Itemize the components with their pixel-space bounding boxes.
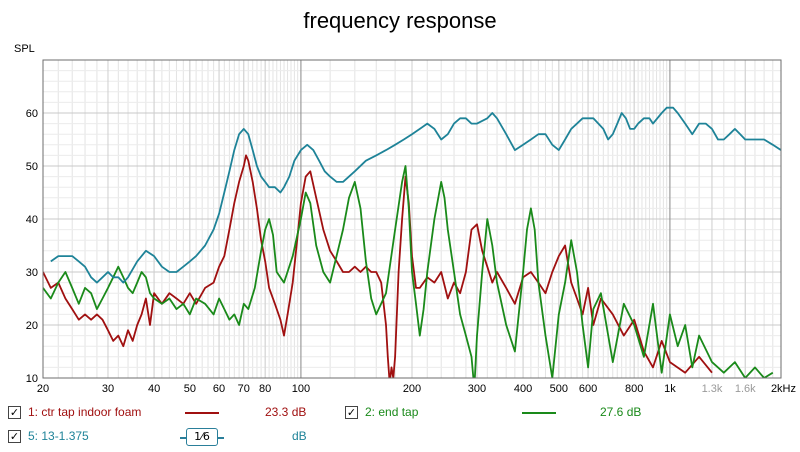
series-1-value: 23.3 dB xyxy=(265,405,307,419)
x-tick-label: 200 xyxy=(403,383,421,395)
series-line-2 xyxy=(43,165,774,378)
series-1-label: 1: ctr tap indoor foam xyxy=(28,405,142,419)
series-2-label: 2: end tap xyxy=(365,405,419,419)
x-tick-label: 1.6k xyxy=(735,383,756,395)
series-5-checkbox[interactable]: ✓ xyxy=(8,430,21,443)
series-line-1 xyxy=(43,154,713,378)
chart-title: frequency response xyxy=(303,8,497,33)
series-5-label: 5: 13-1.375 xyxy=(28,429,89,443)
x-tick-label: 400 xyxy=(514,383,532,395)
x-tick-label: 2kHz xyxy=(771,383,796,395)
series-2-value: 27.6 dB xyxy=(600,405,642,419)
x-tick-label: 500 xyxy=(550,383,568,395)
x-tick-label: 30 xyxy=(102,383,114,395)
x-tick-label: 800 xyxy=(625,383,643,395)
series-line-3 xyxy=(50,106,781,284)
smoothing-left-tick xyxy=(180,437,186,439)
smoothing-selector[interactable]: 1⁄6 xyxy=(186,428,218,446)
y-tick-label: 60 xyxy=(26,108,38,120)
series-2-checkbox[interactable]: ✓ xyxy=(345,406,358,419)
x-tick-label: 1.3k xyxy=(702,383,723,395)
series-5-value: dB xyxy=(292,429,307,443)
x-tick-label: 50 xyxy=(184,383,196,395)
x-tick-label: 300 xyxy=(468,383,486,395)
y-tick-label: 40 xyxy=(26,214,38,226)
x-tick-label: 70 xyxy=(238,383,250,395)
y-tick-label: 10 xyxy=(26,373,38,385)
x-tick-label: 1k xyxy=(664,383,676,395)
plot-frame xyxy=(42,59,782,379)
series-1-swatch xyxy=(185,412,219,414)
y-tick-label: 50 xyxy=(26,161,38,173)
y-tick-label: 30 xyxy=(26,267,38,279)
x-tick-label: 40 xyxy=(148,383,160,395)
series-1-checkbox[interactable]: ✓ xyxy=(8,406,21,419)
x-tick-label: 80 xyxy=(259,383,271,395)
x-tick-label: 100 xyxy=(292,383,310,395)
y-tick-label: 20 xyxy=(26,320,38,332)
y-axis-label: SPL xyxy=(14,43,35,55)
x-tick-label: 20 xyxy=(37,383,49,395)
x-tick-label: 60 xyxy=(213,383,225,395)
smoothing-right-tick xyxy=(218,437,224,439)
x-tick-label: 600 xyxy=(579,383,597,395)
series-2-swatch xyxy=(522,412,556,414)
